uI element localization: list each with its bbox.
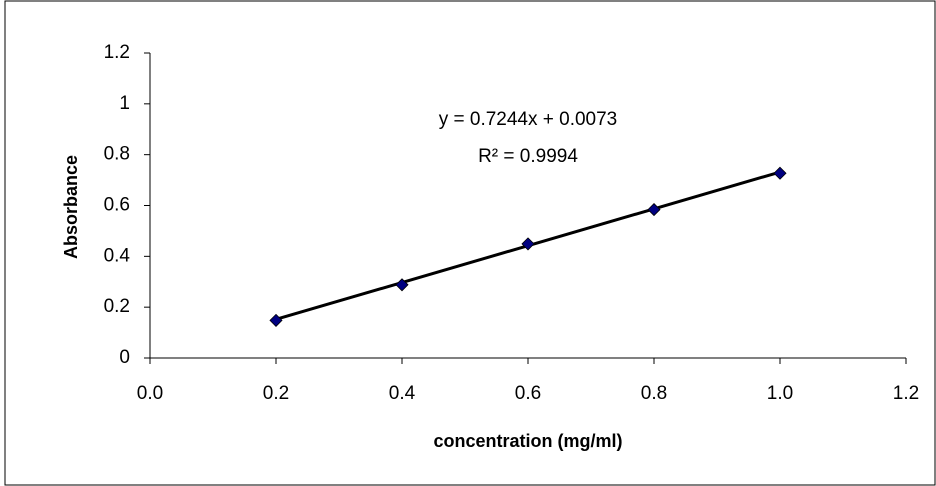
y-tick-label: 1 bbox=[119, 93, 130, 114]
y-tick-label: 0 bbox=[119, 347, 130, 368]
x-tick-label: 0.4 bbox=[389, 383, 416, 404]
x-tick-label: 1.2 bbox=[893, 383, 919, 404]
data-point bbox=[773, 166, 787, 180]
trend-equation: y = 0.7244x + 0.0073 bbox=[439, 109, 618, 130]
y-tick-label: 0.2 bbox=[104, 296, 130, 317]
x-axis-title: concentration (mg/ml) bbox=[433, 431, 622, 451]
y-tick-label: 0.4 bbox=[104, 245, 131, 266]
y-tick-label: 0.8 bbox=[104, 144, 130, 165]
x-tick-label: 0.2 bbox=[263, 383, 289, 404]
y-tick-label: 1.2 bbox=[104, 42, 130, 63]
y-tick-label: 0.6 bbox=[104, 195, 130, 216]
trend-r2: R² = 0.9994 bbox=[478, 146, 578, 167]
chart-frame bbox=[4, 0, 936, 486]
data-point bbox=[269, 313, 283, 327]
x-tick-label: 0.6 bbox=[515, 383, 541, 404]
data-point bbox=[521, 237, 535, 251]
x-tick-label: 0.8 bbox=[641, 383, 667, 404]
data-point bbox=[395, 278, 409, 292]
data-point bbox=[647, 203, 661, 217]
x-tick-label: 0.0 bbox=[137, 383, 163, 404]
x-tick-label: 1.0 bbox=[767, 383, 793, 404]
y-axis-title: Absorbance bbox=[61, 155, 81, 259]
